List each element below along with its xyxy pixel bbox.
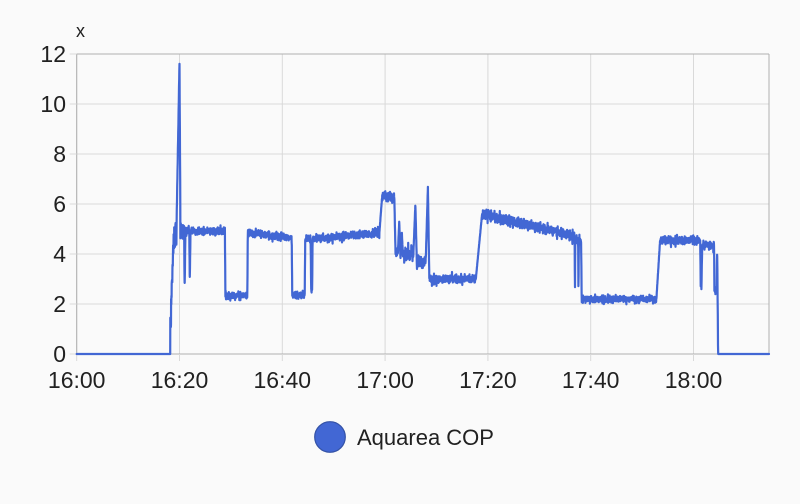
svg-text:16:20: 16:20 xyxy=(151,367,209,393)
svg-text:x: x xyxy=(76,21,85,41)
svg-text:18:00: 18:00 xyxy=(665,367,723,393)
svg-text:16:40: 16:40 xyxy=(254,367,312,393)
svg-text:12: 12 xyxy=(40,41,66,67)
svg-text:10: 10 xyxy=(40,91,66,117)
svg-text:17:20: 17:20 xyxy=(459,367,517,393)
svg-text:2: 2 xyxy=(53,291,66,317)
svg-text:8: 8 xyxy=(53,141,66,167)
svg-text:16:00: 16:00 xyxy=(48,367,106,393)
svg-text:Aquarea COP: Aquarea COP xyxy=(357,425,494,450)
svg-text:0: 0 xyxy=(53,341,66,367)
svg-text:17:40: 17:40 xyxy=(562,367,620,393)
svg-text:4: 4 xyxy=(53,241,66,267)
svg-text:6: 6 xyxy=(53,191,66,217)
svg-text:17:00: 17:00 xyxy=(356,367,414,393)
